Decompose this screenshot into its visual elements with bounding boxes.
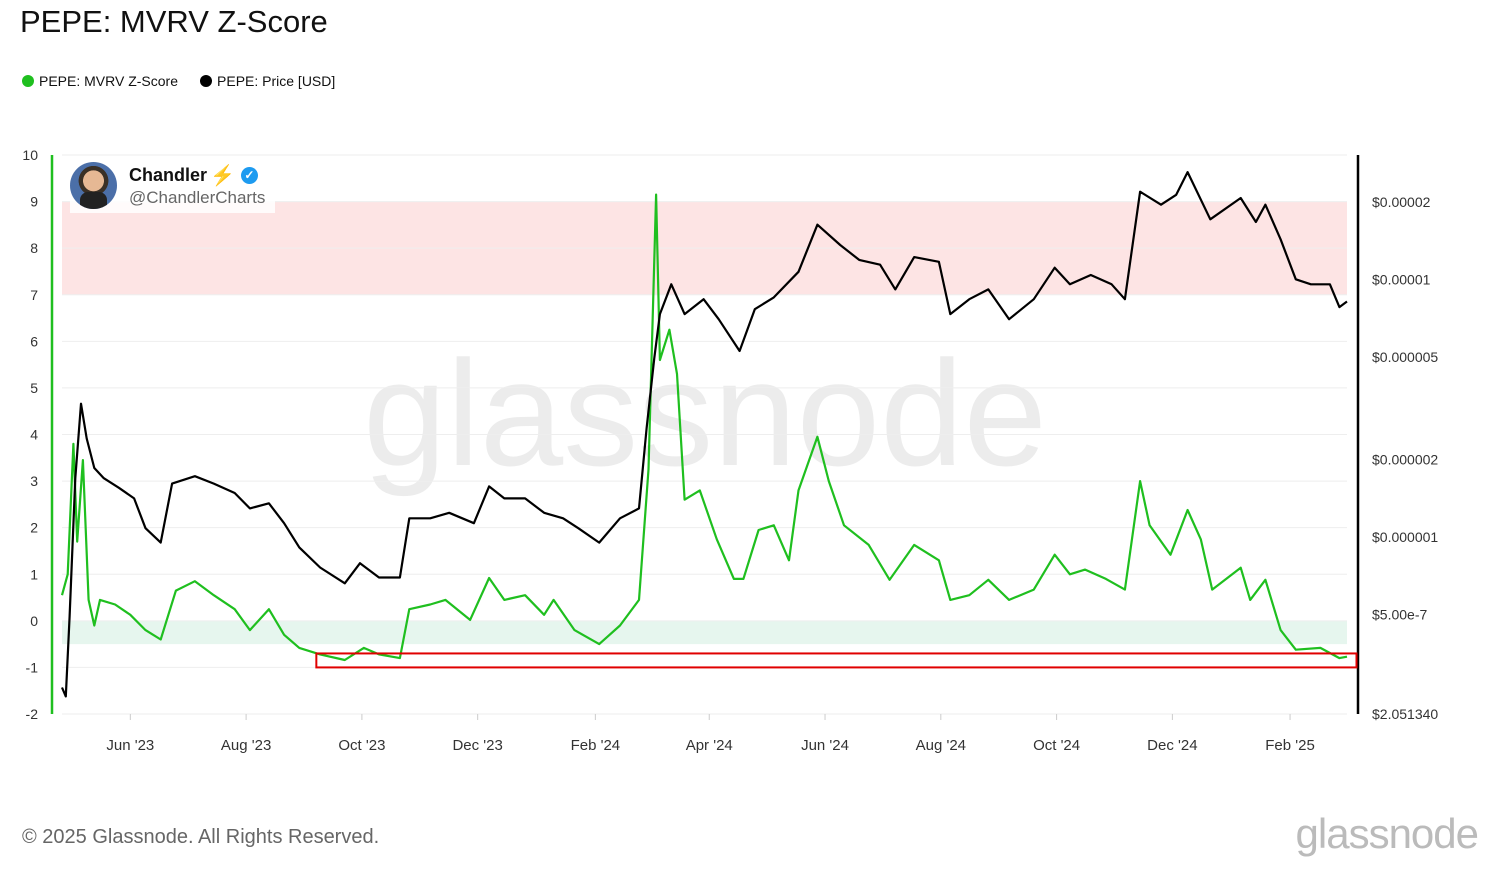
legend-item-zscore[interactable]: PEPE: MVRV Z-Score xyxy=(22,73,178,89)
y-right-tick-label: $0.000002 xyxy=(1372,451,1438,467)
legend-dot-price xyxy=(200,75,213,87)
x-tick-label: Oct '23 xyxy=(338,737,385,754)
y-left-tick-label: -2 xyxy=(26,706,39,722)
y-left-tick-label: 8 xyxy=(30,240,38,256)
y-left-tick-label: 3 xyxy=(30,473,38,489)
author-name-row: Chandler ⚡ ✓ xyxy=(129,163,265,188)
y-left-tick-label: 4 xyxy=(30,427,38,443)
x-tick-label: Oct '24 xyxy=(1033,737,1080,754)
legend-dot-zscore xyxy=(22,75,34,87)
x-tick-label: Aug '23 xyxy=(221,737,271,754)
avatar xyxy=(70,162,117,209)
y-left-tick-label: 9 xyxy=(30,194,38,210)
author-badge: Chandler ⚡ ✓ @ChandlerCharts xyxy=(70,162,276,213)
chart-title: PEPE: MVRV Z-Score xyxy=(20,4,328,39)
y-left-tick-label: 2 xyxy=(30,520,38,536)
x-tick-label: Apr '24 xyxy=(686,737,733,754)
x-tick-label: Feb '25 xyxy=(1265,737,1315,754)
copyright: © 2025 Glassnode. All Rights Reserved. xyxy=(22,826,380,848)
x-tick-label: Feb '24 xyxy=(571,737,621,754)
zone-band-1 xyxy=(62,620,1347,645)
watermark: glassnode xyxy=(363,329,1047,497)
zscore-line xyxy=(60,193,1348,662)
price-line xyxy=(60,171,1348,698)
x-tick-label: Dec '23 xyxy=(452,737,502,754)
glassnode-logo: glassnode xyxy=(1295,810,1479,857)
y-left-tick-label: 7 xyxy=(30,287,38,303)
author-name: Chandler xyxy=(129,165,208,185)
legend-label-zscore: PEPE: MVRV Z-Score xyxy=(39,73,179,89)
y-left-tick-label: 0 xyxy=(30,613,38,629)
y-left-tick-label: 6 xyxy=(30,333,38,349)
legend-item-price[interactable]: PEPE: Price [USD] xyxy=(200,73,335,89)
y-left-tick-label: 10 xyxy=(22,147,38,163)
y-left-tick-label: 5 xyxy=(30,380,38,396)
author-handle: @ChandlerCharts xyxy=(129,188,266,207)
y-right-tick-label: $2.051340 xyxy=(1372,706,1438,722)
y-right-tick-label: $5.00e-7 xyxy=(1372,606,1427,622)
y-right-tick-label: $0.00001 xyxy=(1372,271,1431,287)
verified-icon: ✓ xyxy=(240,167,258,184)
y-right-tick-label: $0.000005 xyxy=(1372,349,1438,365)
y-left-tick-label: -1 xyxy=(26,659,39,675)
y-right-tick-labels: $0.00002 $0.00001 $0.000005 $0.000002 $0.000… xyxy=(1372,194,1438,722)
annotation-box xyxy=(315,652,1358,669)
x-tick-label: Jun '24 xyxy=(801,737,849,754)
y-left-tick-label: 1 xyxy=(30,566,38,582)
x-tick-label: Aug '24 xyxy=(916,737,966,754)
legend-label-price: PEPE: Price [USD] xyxy=(217,73,336,89)
legend: PEPE: MVRV Z-Score PEPE: Price [USD] xyxy=(22,73,335,89)
x-tick-label: Dec '24 xyxy=(1147,737,1197,754)
y-right-tick-label: $0.00002 xyxy=(1372,194,1431,210)
x-tick-label: Jun '23 xyxy=(106,737,154,754)
y-right-tick-label: $0.000001 xyxy=(1372,529,1438,545)
lightning-icon: ⚡ xyxy=(210,165,235,187)
